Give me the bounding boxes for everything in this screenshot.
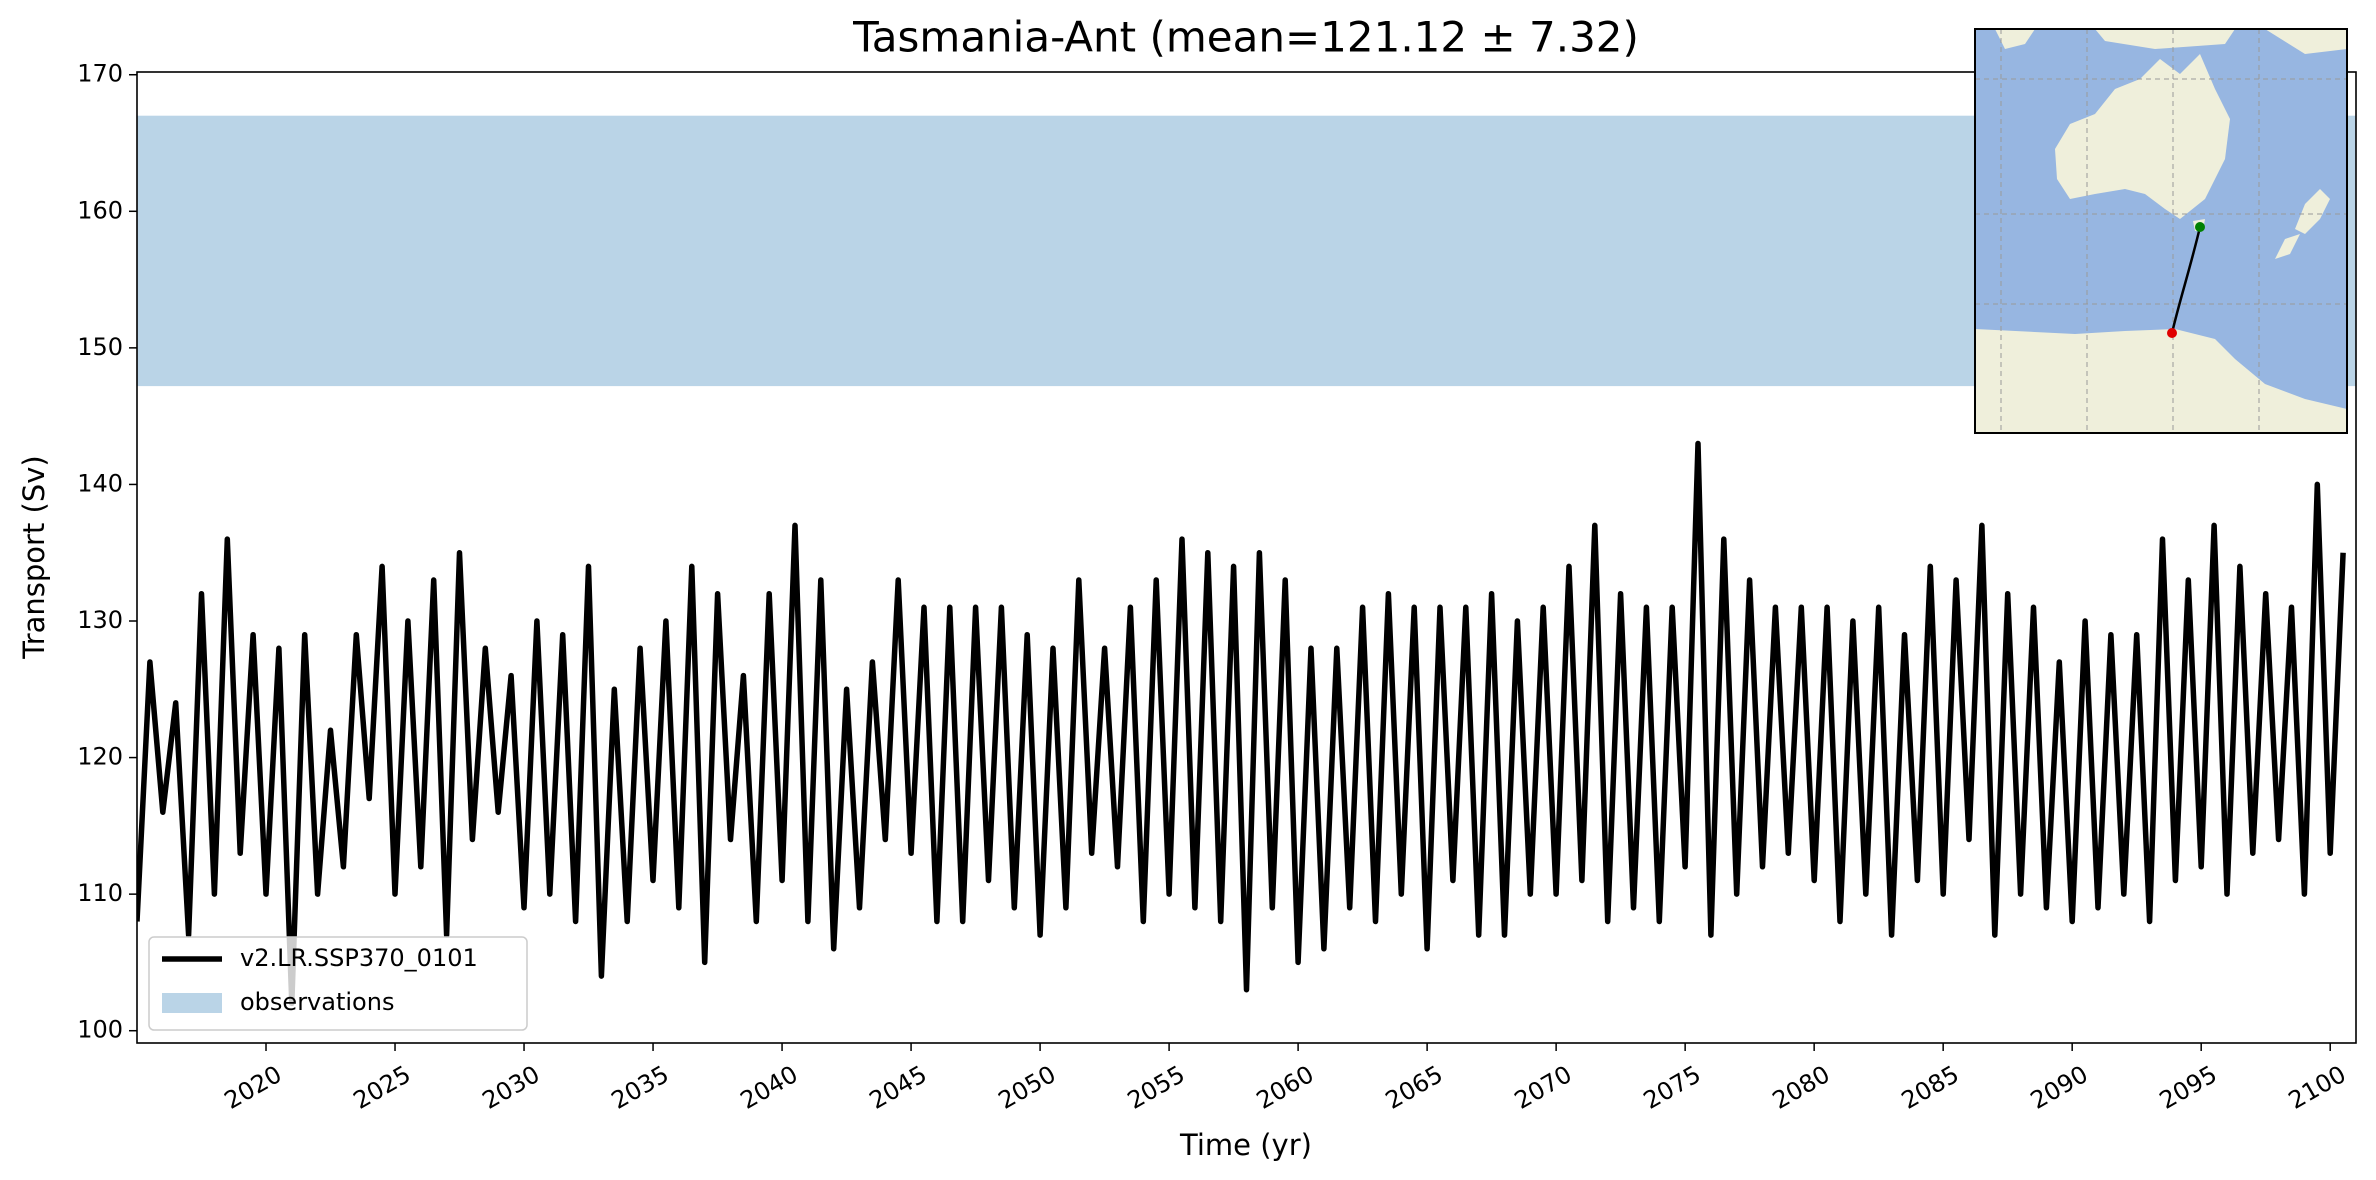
x-tick-label: 2020 xyxy=(220,1060,287,1115)
y-tick-label: 100 xyxy=(77,1016,123,1044)
y-tick-label: 160 xyxy=(77,196,123,224)
x-tick-label: 2100 xyxy=(2284,1060,2351,1115)
legend-box xyxy=(148,936,528,1031)
y-tick-label: 170 xyxy=(77,60,123,88)
series-line xyxy=(137,440,2346,1007)
x-tick-label: 2095 xyxy=(2155,1060,2222,1115)
legend-swatch xyxy=(162,993,222,1013)
x-tick-label: 2060 xyxy=(1252,1060,1319,1115)
x-tick-label: 2025 xyxy=(349,1060,416,1115)
chart-title: Tasmania-Ant (mean=121.12 ± 7.32) xyxy=(852,13,1639,62)
x-tick-label: 2065 xyxy=(1381,1060,1448,1115)
inset-map xyxy=(1974,28,2348,434)
y-axis-label: Transport (Sv) xyxy=(17,455,51,660)
legend: v2.LR.SSP370_0101 observations xyxy=(148,936,528,1031)
y-tick-label: 110 xyxy=(77,879,123,907)
map-end xyxy=(2167,328,2177,338)
legend-label: observations xyxy=(240,988,394,1016)
x-tick-label: 2085 xyxy=(1897,1060,1964,1115)
map-land-asia xyxy=(1995,29,2347,54)
x-tick-label: 2035 xyxy=(607,1060,674,1115)
y-tick-label: 130 xyxy=(77,606,123,634)
y-tick-label: 140 xyxy=(77,469,123,497)
x-tick-label: 2050 xyxy=(994,1060,1061,1115)
axes-frame xyxy=(136,71,2357,1044)
map-land-nz xyxy=(2275,189,2330,259)
x-tick-label: 2070 xyxy=(1510,1060,1577,1115)
legend-label: v2.LR.SSP370_0101 xyxy=(240,944,478,972)
y-tick-label: 150 xyxy=(77,333,123,361)
x-tick-label: 2080 xyxy=(1768,1060,1835,1115)
map-land-australia xyxy=(2055,54,2230,219)
x-tick-label: 2090 xyxy=(2026,1060,2093,1115)
map-land-antarctica xyxy=(1975,329,2347,433)
x-axis-label: Time (yr) xyxy=(1179,1128,1312,1162)
x-tick-label: 2045 xyxy=(865,1060,932,1115)
x-tick-label: 2040 xyxy=(736,1060,803,1115)
map-frame xyxy=(1974,28,2348,434)
x-tick-label: 2030 xyxy=(478,1060,545,1115)
map-section xyxy=(2170,226,2202,334)
y-tick-label: 120 xyxy=(77,743,123,771)
map-start xyxy=(2195,222,2205,232)
x-tick-label: 2075 xyxy=(1639,1060,1706,1115)
x-tick-label: 2055 xyxy=(1123,1060,1190,1115)
